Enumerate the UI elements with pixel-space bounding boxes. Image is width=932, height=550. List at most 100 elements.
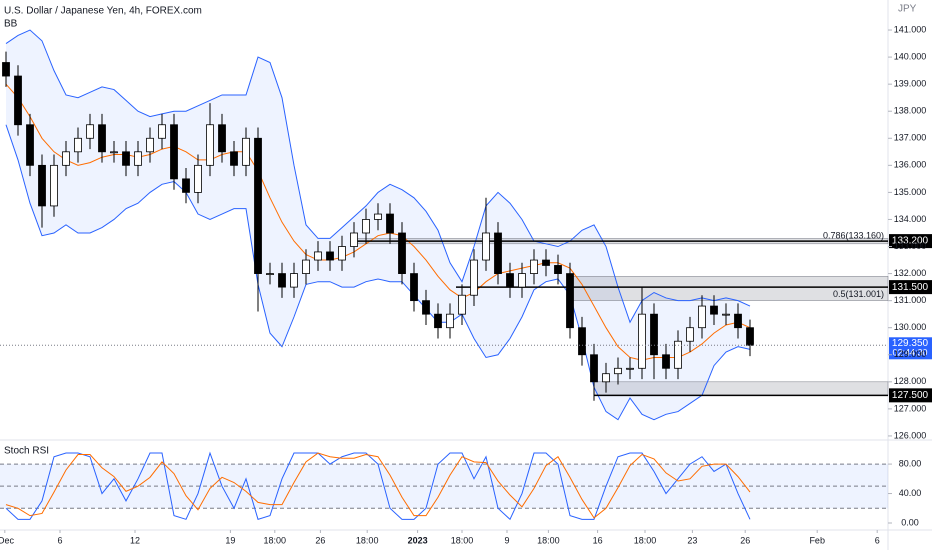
x-tick-label: 6 xyxy=(875,535,880,545)
level-badge xyxy=(889,234,932,249)
level-label: 127.500 xyxy=(892,390,929,401)
x-tick-label: 23 xyxy=(687,535,697,545)
candle-body xyxy=(350,232,358,247)
x-tick-label: 26 xyxy=(740,535,750,545)
y-tick-label: 131.000 xyxy=(894,295,927,305)
x-tick-label: 18:00 xyxy=(356,535,379,545)
y-tick-label: 129.000 xyxy=(894,349,927,359)
x-tick-label: 18:00 xyxy=(537,535,560,545)
candle-body xyxy=(710,305,718,315)
candle-body xyxy=(410,273,418,302)
candle-body xyxy=(746,327,754,346)
y-tick-label: 80.00 xyxy=(899,458,922,468)
candle-body xyxy=(14,75,22,126)
candle-body xyxy=(422,300,430,315)
candle-body xyxy=(338,246,346,261)
candle-body xyxy=(434,313,442,329)
candle-body xyxy=(578,327,586,356)
candle-body xyxy=(38,164,46,207)
level-label: 133.200 xyxy=(892,236,929,247)
zone xyxy=(569,276,889,301)
candle-body xyxy=(110,151,118,154)
candle-body xyxy=(458,294,466,315)
candle-body xyxy=(62,151,70,166)
candle-body xyxy=(674,340,682,369)
last-price-badge xyxy=(889,337,932,360)
y-tick-label: 0.00 xyxy=(901,517,919,527)
candle-body xyxy=(542,259,550,266)
candle-body xyxy=(722,313,730,316)
y-tick-label: 140.000 xyxy=(894,51,927,61)
x-tick-label: 26 xyxy=(315,535,325,545)
candle-body xyxy=(590,354,598,383)
indicator-label: BB xyxy=(4,19,18,30)
x-tick-label: Feb xyxy=(809,535,825,545)
candle-body xyxy=(206,124,214,166)
candle-body xyxy=(482,232,490,261)
currency: JPY xyxy=(898,4,917,15)
candle-body xyxy=(302,259,310,274)
candle-body xyxy=(2,62,10,77)
bb-upper xyxy=(5,29,751,324)
x-tick-label: 9 xyxy=(504,535,509,545)
x-tick-label: Dec xyxy=(0,535,14,545)
last-price-label: 129.350 xyxy=(892,338,929,349)
candle-body xyxy=(194,164,202,193)
y-tick-label: 136.000 xyxy=(894,160,927,170)
fib-label: 0.786(133.160) xyxy=(823,231,884,241)
y-tick-label: 127.000 xyxy=(894,403,927,413)
candle-body xyxy=(494,232,502,274)
level-badge xyxy=(889,280,932,295)
bb-lower xyxy=(5,124,751,421)
candle-body xyxy=(650,313,658,356)
candle-body xyxy=(122,151,130,166)
candle-body xyxy=(518,273,526,288)
candle-body xyxy=(26,124,34,166)
candle-body xyxy=(74,137,82,153)
plot xyxy=(0,29,889,421)
candle-body xyxy=(554,265,562,274)
level-badge xyxy=(889,388,932,403)
candle-body xyxy=(602,373,610,383)
candle-body xyxy=(98,124,106,153)
y-tick-label: 40.00 xyxy=(899,488,922,498)
candle-body xyxy=(86,124,94,139)
price-axis xyxy=(888,0,932,550)
candle-body xyxy=(218,124,226,153)
candle-body xyxy=(314,251,322,261)
candle-body xyxy=(734,313,742,329)
x-tick-label: 16 xyxy=(593,535,603,545)
y-tick-label: 137.000 xyxy=(894,133,927,143)
y-tick-label: 128.000 xyxy=(894,376,927,386)
candle-body xyxy=(230,151,238,166)
candle-body xyxy=(470,259,478,296)
stoch-line xyxy=(5,451,751,521)
stoch-line xyxy=(5,452,751,519)
x-tick-label: 19 xyxy=(225,535,235,545)
candle-body xyxy=(530,259,538,274)
y-tick-label: 130.000 xyxy=(894,322,927,332)
candle-body xyxy=(506,273,514,288)
y-tick-label: 126.000 xyxy=(894,430,927,440)
y-tick-label: 139.000 xyxy=(894,79,927,89)
candle-body xyxy=(170,124,178,180)
bb-basis xyxy=(5,83,751,361)
candle-body xyxy=(326,251,334,261)
x-tick-label: 18:00 xyxy=(264,535,287,545)
candle-body xyxy=(446,313,454,329)
y-tick-label: 132.000 xyxy=(894,268,927,278)
candle-body xyxy=(290,273,298,288)
chart-title: U.S. Dollar / Japanese Yen, 4h, FOREX.co… xyxy=(4,6,202,17)
candle-body xyxy=(398,232,406,274)
level-label: 131.500 xyxy=(892,282,929,293)
candle-body xyxy=(566,273,574,329)
y-tick-label: 135.000 xyxy=(894,187,927,197)
fib-label: 0.5(131.001) xyxy=(833,289,884,299)
candle-body xyxy=(242,137,250,166)
x-tick-label: 12 xyxy=(130,535,140,545)
candle-body xyxy=(182,178,190,193)
candle-body xyxy=(698,305,706,329)
candle-body xyxy=(362,219,370,234)
candle-body xyxy=(134,151,142,166)
